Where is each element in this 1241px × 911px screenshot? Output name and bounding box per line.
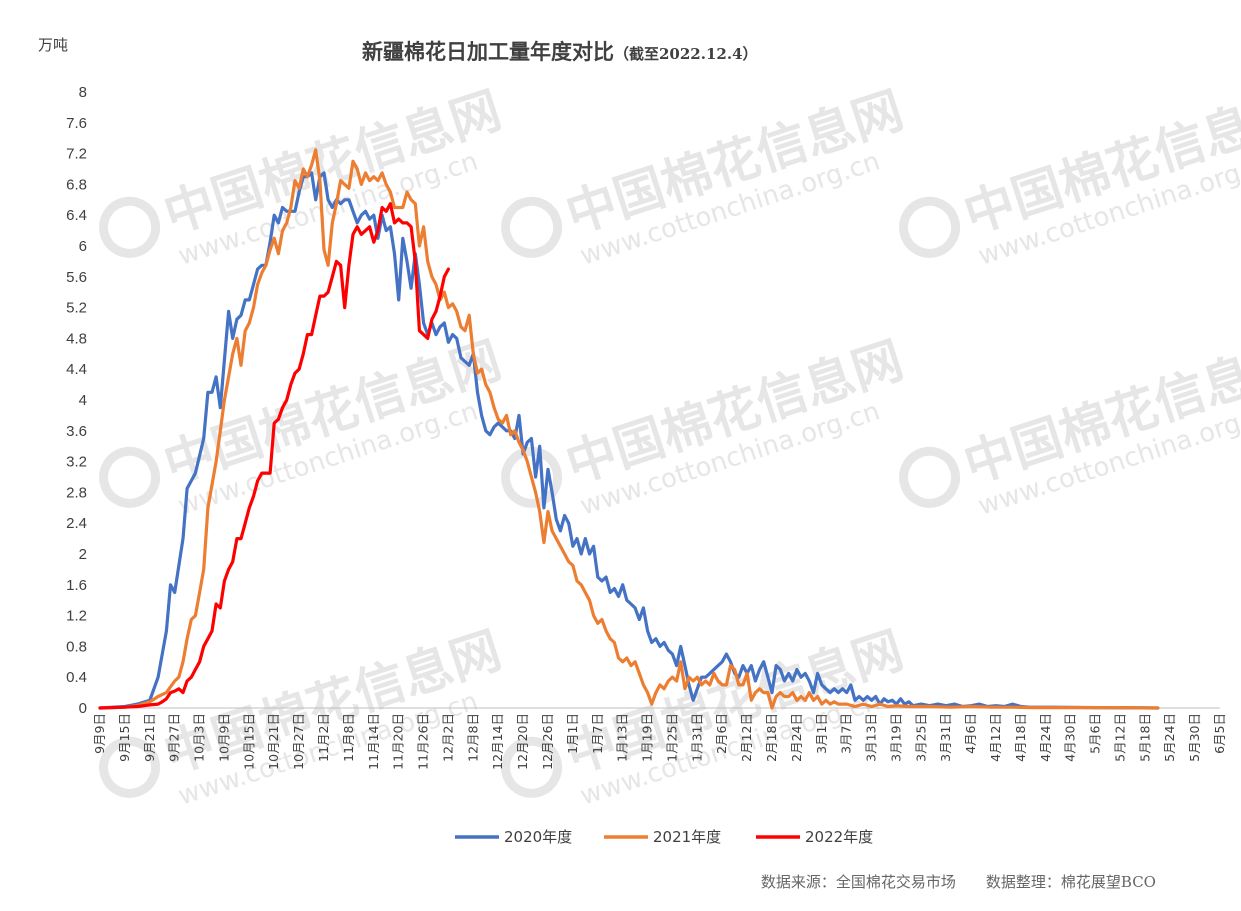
x-tick-label: 10月9日 (216, 713, 231, 762)
source-note: 数据来源：全国棉花交易市场 数据整理：棉花展望BCO (761, 873, 1156, 891)
y-tick-label: 6 (79, 238, 87, 255)
x-tick-label: 2月24日 (789, 713, 804, 762)
x-tick-label: 9月21日 (142, 713, 157, 762)
x-tick-label: 2月6日 (714, 713, 729, 754)
x-tick-label: 5月12日 (1112, 713, 1127, 762)
x-tick-label: 1月7日 (590, 713, 605, 754)
chart-title-main: 新疆棉花日加工量年度对比 (362, 39, 614, 64)
y-tick-label: 5.6 (66, 269, 87, 286)
x-tick-label: 1月19日 (640, 713, 655, 762)
x-tick-label: 10月15日 (241, 713, 256, 770)
x-tick-label: 5月18日 (1137, 713, 1152, 762)
legend-label: 2021年度 (653, 828, 721, 846)
x-tick-label: 3月1日 (814, 713, 829, 754)
x-tick-label: 11月20日 (391, 713, 406, 770)
y-tick-label: 2.4 (66, 515, 87, 532)
y-tick-label: 3.2 (66, 454, 87, 471)
y-tick-label: 7.6 (66, 115, 87, 132)
watermark-logo (899, 446, 961, 508)
y-tick-label: 5.2 (66, 300, 87, 317)
x-tick-label: 12月8日 (465, 713, 480, 762)
x-tick-label: 3月19日 (888, 713, 903, 762)
y-tick-label: 0 (79, 700, 87, 717)
x-tick-label: 12月26日 (540, 713, 555, 770)
x-tick-label: 9月27日 (167, 713, 182, 762)
series-line-2022年度 (98, 202, 450, 710)
x-tick-label: 1月25日 (664, 713, 679, 762)
y-tick-label: 0.4 (66, 669, 87, 686)
x-tick-label: 4月30日 (1063, 713, 1078, 762)
x-tick-label: 11月2日 (316, 713, 331, 762)
y-tick-label: 2 (79, 546, 87, 563)
x-tick-label: 3月13日 (864, 713, 879, 762)
x-tick-label: 12月14日 (490, 713, 505, 770)
y-tick-label: 6.4 (66, 207, 87, 224)
y-tick-label: 8 (79, 84, 87, 101)
x-tick-label: 3月25日 (913, 713, 928, 762)
x-tick-label: 4月6日 (963, 713, 978, 754)
watermark-logo (99, 196, 161, 258)
x-tick-label: 11月26日 (416, 713, 431, 770)
legend-label: 2020年度 (504, 828, 572, 846)
x-tick-label: 12月20日 (515, 713, 530, 770)
y-tick-label: 0.8 (66, 638, 87, 655)
x-tick-label: 2月12日 (739, 713, 754, 762)
x-tick-label: 4月18日 (1013, 713, 1028, 762)
x-tick-label: 3月7日 (839, 713, 854, 754)
axes: 0 0.4 0.8 1.2 1.6 2 2.4 2.8 3.2 3.6 4 4.4 4.8 5.2 5.6 6… (66, 84, 1227, 770)
x-tick-label: 1月31日 (689, 713, 704, 762)
x-tick-label: 9月9日 (92, 713, 107, 754)
y-axis-unit: 万吨 (38, 36, 68, 54)
y-tick-label: 6.8 (66, 176, 87, 193)
y-tick-label: 4.4 (66, 361, 87, 378)
x-tick-label: 9月15日 (117, 713, 132, 762)
series-layer (98, 148, 1160, 710)
legend: 2020年度 2021年度 2022年度 (455, 828, 873, 846)
watermark-logo (501, 736, 563, 798)
watermark-logo (99, 736, 161, 798)
y-tick-label: 1.2 (66, 608, 87, 625)
x-tick-label: 5月30日 (1187, 713, 1202, 762)
y-tick-label: 4.8 (66, 330, 87, 347)
x-tick-label: 3月31日 (938, 713, 953, 762)
watermark-logo (99, 446, 161, 508)
y-tick-label: 4 (79, 392, 87, 409)
y-tick-label: 7.2 (66, 146, 87, 163)
chart-title: 新疆棉花日加工量年度对比（截至2022.12.4） (362, 39, 758, 64)
y-tick-label: 1.6 (66, 577, 87, 594)
y-tick-label: 2.8 (66, 484, 87, 501)
x-tick-label: 4月24日 (1038, 713, 1053, 762)
legend-label: 2022年度 (805, 828, 873, 846)
watermark-logo (501, 196, 563, 258)
x-tick-label: 10月27日 (291, 713, 306, 770)
x-tick-label: 1月13日 (615, 713, 630, 762)
x-tick-label: 1月1日 (565, 713, 580, 754)
x-tick-label: 10月3日 (192, 713, 207, 762)
y-tick-label: 3.6 (66, 423, 87, 440)
x-tick-label: 10月21日 (266, 713, 281, 770)
x-tick-label: 5月24日 (1162, 713, 1177, 762)
x-tick-label: 12月2日 (440, 713, 455, 762)
series-line-2020年度 (98, 171, 1160, 710)
x-tick-label: 5月6日 (1088, 713, 1103, 754)
x-tick-label: 4月12日 (988, 713, 1003, 762)
x-tick-label: 11月8日 (341, 713, 356, 762)
chart-subtitle: （截至2022.12.4） (614, 45, 758, 63)
x-tick-label: 2月18日 (764, 713, 779, 762)
watermark-logo (899, 196, 961, 258)
x-tick-label: 6月5日 (1212, 713, 1227, 754)
x-tick-label: 11月14日 (366, 713, 381, 770)
series-line-2021年度 (98, 148, 1160, 710)
